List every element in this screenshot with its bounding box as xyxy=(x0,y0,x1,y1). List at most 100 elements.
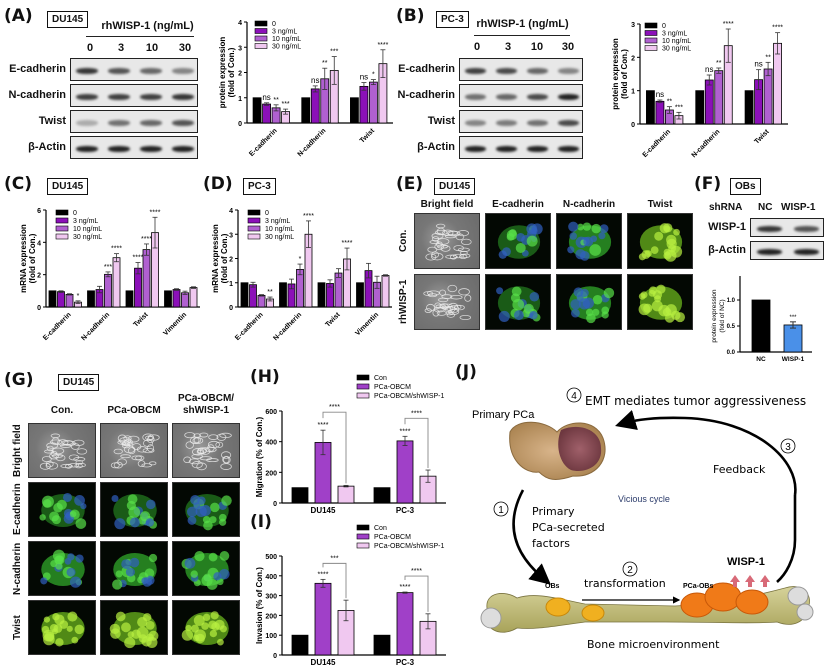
lane-label: 10 xyxy=(530,41,544,53)
panel-a-treatment-header: rhWISP-1 (ng/mL) xyxy=(101,20,194,32)
bone-illustration xyxy=(480,582,814,633)
svg-text:**: ** xyxy=(322,60,328,67)
data-bar xyxy=(279,282,287,308)
svg-text:E-cadherin: E-cadherin xyxy=(234,311,265,342)
blot-row-label: N-cadherin xyxy=(8,88,66,101)
data-bar xyxy=(240,282,249,308)
svg-text:0: 0 xyxy=(273,501,277,508)
row-title: Con. xyxy=(398,229,409,253)
panel-j-label: (J) xyxy=(455,362,477,382)
svg-text:ns: ns xyxy=(705,65,713,74)
blot-strip xyxy=(70,58,198,81)
svg-text:(fold of Con.): (fold of Con.) xyxy=(28,233,37,283)
wisp1-label: WISP-1 xyxy=(727,556,765,568)
micrograph-image xyxy=(28,482,96,537)
svg-text:**: ** xyxy=(267,289,273,296)
panel-i-label: (I) xyxy=(250,512,272,532)
data-bar xyxy=(396,440,414,504)
data-bar xyxy=(373,487,391,504)
micrograph-image xyxy=(100,541,168,596)
data-bar xyxy=(142,249,151,308)
panel-d-label: (D) xyxy=(203,174,233,194)
blot-row-label: Twist xyxy=(427,114,455,127)
svg-text:E-cadherin: E-cadherin xyxy=(642,128,673,159)
protein-band xyxy=(139,145,163,152)
svg-text:**: ** xyxy=(273,97,279,104)
svg-text:2: 2 xyxy=(238,71,242,78)
step-4-number: 4 xyxy=(571,391,577,402)
blot-strip xyxy=(750,218,824,237)
data-bar xyxy=(252,97,262,124)
blot-row-label: β-Actin xyxy=(28,140,66,153)
blot-strip xyxy=(459,110,583,133)
data-bar xyxy=(310,88,320,124)
data-bar xyxy=(359,85,369,124)
protein-band xyxy=(756,248,783,255)
svg-text:4: 4 xyxy=(229,208,233,215)
step-1-line-1: Primary xyxy=(532,505,575,518)
bone-microenvironment-label: Bone microenvironment xyxy=(587,638,720,651)
svg-text:0: 0 xyxy=(273,653,277,660)
panel-h-label: (H) xyxy=(250,367,280,387)
column-title: PCa-OBCM/ xyxy=(177,393,235,404)
data-bar xyxy=(257,294,266,308)
data-bar xyxy=(773,42,782,125)
protein-band xyxy=(75,119,99,126)
panel-g-cell-line: DU145 xyxy=(58,374,100,391)
svg-text:ns: ns xyxy=(262,93,270,102)
micrograph-image xyxy=(414,213,480,269)
protein-band xyxy=(557,67,580,74)
column-title: Twist xyxy=(647,199,673,210)
data-bar xyxy=(396,592,414,656)
data-bar xyxy=(48,290,57,308)
vicious-cycle-label: Vicious cycle xyxy=(618,494,670,504)
protein-band xyxy=(75,67,99,74)
svg-text:**: ** xyxy=(667,99,673,106)
panel-c-label: (C) xyxy=(4,174,33,194)
svg-text:3: 3 xyxy=(238,45,242,52)
protein-band xyxy=(756,225,783,232)
svg-text:200: 200 xyxy=(265,470,277,477)
micrograph-image xyxy=(100,423,168,478)
blot-row-label: N-cadherin xyxy=(397,88,455,101)
feedback-arrow-tail xyxy=(776,495,797,583)
data-bar xyxy=(337,485,355,504)
svg-text:1: 1 xyxy=(238,96,242,103)
svg-text:NC: NC xyxy=(756,356,766,363)
protein-band xyxy=(75,145,99,152)
panel-f-shrna-label: shRNA xyxy=(709,202,743,213)
blot-strip xyxy=(459,58,583,81)
data-bar xyxy=(291,487,309,504)
panel-a-protein-chart: 0 1 2 3 4 protein expression (fold of Con.) ns *… xyxy=(205,16,400,166)
micrograph-image xyxy=(485,213,551,269)
data-bar xyxy=(381,275,390,308)
protein-band xyxy=(526,145,549,152)
svg-text:PC-3: PC-3 xyxy=(396,658,415,665)
blot-strip xyxy=(70,84,198,107)
data-bar xyxy=(744,90,754,125)
step-3-label: Feedback xyxy=(713,463,766,476)
column-title: Con. xyxy=(50,405,74,416)
svg-text:N-cadherin: N-cadherin xyxy=(272,311,303,342)
protein-band xyxy=(495,145,518,152)
svg-text:*: * xyxy=(372,72,375,79)
step-1-line-2: PCa-secreted xyxy=(532,521,605,534)
micrograph-image xyxy=(172,482,240,537)
svg-text:2: 2 xyxy=(229,257,233,264)
data-bar xyxy=(356,282,364,308)
row-title: Twist xyxy=(12,615,23,640)
micrograph-image xyxy=(28,423,96,478)
svg-text:N-cadherin: N-cadherin xyxy=(691,128,722,159)
svg-text:3 ng/mL: 3 ng/mL xyxy=(265,218,290,225)
svg-text:****: **** xyxy=(772,25,783,32)
data-bar xyxy=(189,287,198,308)
lane-label: 0 xyxy=(473,41,481,53)
svg-text:0: 0 xyxy=(37,305,41,312)
data-bar xyxy=(249,284,257,308)
panel-b-header-rule xyxy=(474,35,570,36)
secretion-arrow xyxy=(512,489,551,585)
svg-text:4: 4 xyxy=(238,20,242,27)
panel-i-invasion-chart: 0 100 200 300 400 500 Invasion (% of Con.) ****… xyxy=(250,520,450,667)
